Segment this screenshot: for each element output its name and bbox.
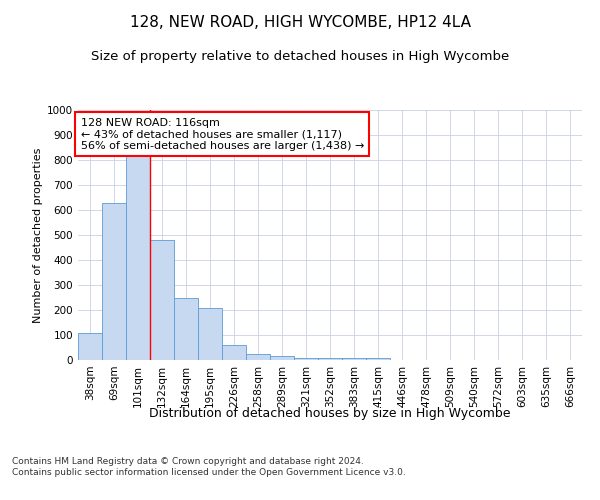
Bar <box>318 358 342 360</box>
Bar <box>78 332 102 360</box>
Bar <box>342 358 366 360</box>
Y-axis label: Number of detached properties: Number of detached properties <box>33 148 43 322</box>
Bar <box>174 298 198 360</box>
Bar <box>102 202 126 360</box>
Bar <box>270 356 294 360</box>
Text: 128, NEW ROAD, HIGH WYCOMBE, HP12 4LA: 128, NEW ROAD, HIGH WYCOMBE, HP12 4LA <box>130 15 470 30</box>
Bar <box>222 345 246 360</box>
Bar <box>126 155 150 360</box>
Bar <box>246 354 270 360</box>
Bar <box>198 308 222 360</box>
Text: 128 NEW ROAD: 116sqm
← 43% of detached houses are smaller (1,117)
56% of semi-de: 128 NEW ROAD: 116sqm ← 43% of detached h… <box>80 118 364 150</box>
Text: Contains HM Land Registry data © Crown copyright and database right 2024.
Contai: Contains HM Land Registry data © Crown c… <box>12 458 406 477</box>
Bar <box>150 240 174 360</box>
Bar <box>366 358 390 360</box>
Bar <box>294 358 318 360</box>
Text: Distribution of detached houses by size in High Wycombe: Distribution of detached houses by size … <box>149 408 511 420</box>
Text: Size of property relative to detached houses in High Wycombe: Size of property relative to detached ho… <box>91 50 509 63</box>
